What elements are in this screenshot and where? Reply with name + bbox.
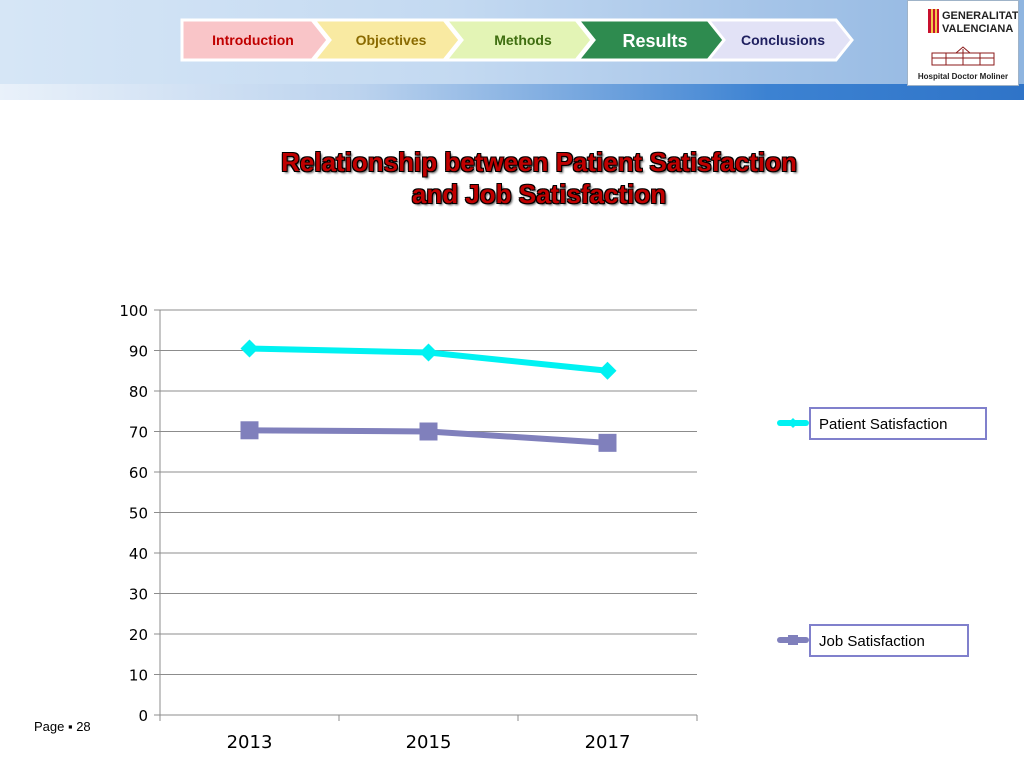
x-tick-label: 2015	[406, 732, 452, 753]
nav-step-shape[interactable]	[180, 18, 330, 62]
y-tick-label: 40	[129, 545, 148, 563]
x-tick-label: 2013	[227, 732, 273, 753]
nav-step-shape[interactable]	[442, 18, 594, 62]
legend-label-box	[809, 624, 969, 657]
page-number: Page ▪ 28	[34, 719, 91, 734]
legend-label: Patient Satisfaction	[819, 416, 947, 433]
nav-step-objectives[interactable]: Objectives	[310, 18, 462, 62]
logo-line-3: Hospital Doctor Moliner	[918, 72, 1008, 81]
logo-crest-icon	[928, 9, 939, 33]
y-tick-label: 50	[129, 505, 148, 523]
chart-title-line-2: and Job Satisfaction	[411, 179, 667, 209]
legend-marker	[788, 418, 798, 428]
series-job-satisfaction	[240, 421, 617, 452]
data-point-marker	[598, 361, 617, 380]
logo-graphic: GENERALITAT VALENCIANA Hospital Doctor M…	[918, 9, 1019, 81]
nav-step-label[interactable]: Conclusions	[741, 32, 825, 48]
y-tick-label: 10	[129, 667, 148, 685]
data-point-marker	[598, 433, 617, 452]
logo-line-1: GENERALITAT	[942, 10, 1018, 22]
header-stripe	[0, 84, 1024, 100]
y-tick-label: 0	[138, 707, 148, 725]
legend-label-box	[809, 407, 987, 440]
data-point-marker	[419, 343, 438, 362]
data-point-marker	[240, 421, 259, 440]
y-tick-label: 100	[119, 302, 148, 320]
section-navigation: Conclusions Results Methods Objectives Intro…	[180, 18, 854, 62]
y-tick-label: 90	[129, 343, 148, 361]
data-point-marker	[419, 422, 438, 441]
nav-step-results[interactable]: Results	[574, 18, 726, 62]
logo-line-2: VALENCIANA	[942, 23, 1013, 35]
nav-step-label[interactable]: Objectives	[356, 32, 427, 48]
chart-title: Relationship between Patient Satisfactio…	[0, 146, 1024, 210]
nav-step-methods[interactable]: Methods	[442, 18, 594, 62]
series-patient-satisfaction	[240, 339, 617, 380]
y-tick-label: 30	[129, 586, 148, 604]
nav-step-introduction[interactable]: Introduction	[180, 18, 330, 62]
institution-logo: GENERALITAT VALENCIANA Hospital Doctor M…	[907, 0, 1019, 86]
legend-label: Job Satisfaction	[819, 633, 925, 650]
nav-step-shape[interactable]	[310, 18, 462, 62]
nav-step-conclusions[interactable]: Conclusions	[702, 18, 854, 62]
legend-entry: Job Satisfaction	[777, 624, 969, 657]
y-tick-label: 80	[129, 383, 148, 401]
y-tick-label: 60	[129, 464, 148, 482]
chart-title-line-1: Relationship between Patient Satisfactio…	[281, 147, 797, 177]
nav-step-label[interactable]: Introduction	[212, 32, 294, 48]
nav-step-label[interactable]: Results	[622, 31, 687, 51]
data-point-marker	[240, 339, 259, 358]
legend-marker	[788, 635, 798, 645]
legend-entry: Patient Satisfaction	[777, 407, 987, 440]
y-tick-label: 20	[129, 626, 148, 644]
x-tick-label: 2017	[585, 732, 631, 753]
nav-step-label[interactable]: Methods	[494, 32, 552, 48]
hospital-building-icon	[931, 46, 995, 66]
nav-step-shape[interactable]	[574, 18, 726, 62]
y-tick-label: 70	[129, 424, 148, 442]
